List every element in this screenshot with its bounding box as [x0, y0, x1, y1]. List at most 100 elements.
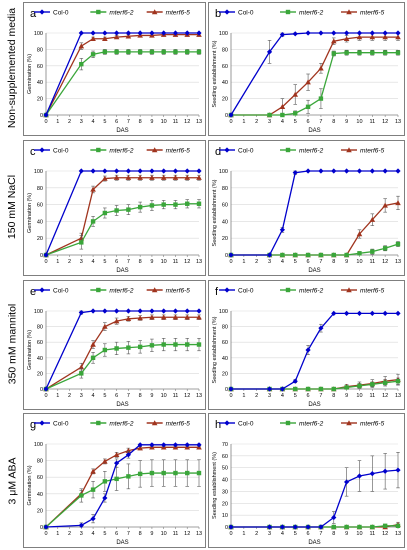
x-tick-label: 13	[395, 393, 401, 399]
x-tick-label: 3	[268, 531, 271, 537]
y-tick-label: 60	[37, 203, 43, 209]
data-point-mterf6-5	[125, 33, 132, 39]
data-point-Col-0	[266, 386, 273, 392]
data-point-Col-0	[114, 308, 120, 314]
data-point-Col-0	[196, 30, 202, 36]
y-tick-label: 40	[222, 80, 228, 86]
y-tick-label: 60	[37, 475, 43, 481]
data-point-mterf6-2	[305, 386, 311, 392]
data-point-mterf6-2	[331, 386, 336, 392]
data-point-Col-0	[331, 514, 337, 521]
x-tick-label: 12	[184, 259, 190, 265]
x-tick-label: 6	[307, 531, 310, 537]
x-tick-label: 1	[56, 119, 59, 125]
legend-label-Col-0: Col-0	[53, 288, 69, 295]
data-point-Col-0	[184, 30, 190, 36]
data-point-Col-0	[196, 168, 202, 174]
data-point-mterf6-2	[102, 210, 108, 216]
data-point-Col-0	[266, 49, 273, 55]
x-tick-label: 13	[395, 531, 401, 537]
legend-marker-Col-0	[39, 147, 45, 153]
x-tick-label: 2	[68, 393, 71, 399]
data-point-mterf6-2	[196, 201, 202, 206]
x-tick-label: 2	[255, 259, 258, 265]
x-tick-label: 1	[242, 259, 245, 265]
data-point-Col-0	[318, 524, 324, 530]
y-tick-label: 80	[37, 186, 43, 192]
data-point-Col-0	[331, 310, 337, 316]
panel-letter-g: g	[30, 419, 36, 431]
x-tick-label: 7	[319, 393, 322, 399]
data-point-Col-0	[344, 479, 350, 485]
data-point-mterf6-5	[184, 314, 191, 320]
x-tick-label: 0	[44, 119, 47, 125]
x-tick-label: 4	[92, 119, 95, 125]
legend-marker-Col-0	[224, 147, 230, 153]
row-label-aba: 3 μM ABA	[2, 412, 22, 550]
x-tick-label: 11	[173, 393, 179, 399]
y-tick-label: 80	[37, 325, 43, 331]
data-point-mterf6-5	[356, 34, 363, 40]
data-point-mterf6-5	[137, 445, 143, 451]
row-label-text: 3 μM ABA	[6, 457, 18, 505]
y-tick-label: 40	[37, 492, 43, 498]
data-point-Col-0	[184, 308, 190, 314]
panel-letter-b: b	[215, 8, 221, 20]
x-tick-label: 10	[356, 119, 362, 125]
y-tick-label: 80	[222, 325, 228, 331]
data-point-Col-0	[292, 170, 298, 176]
x-tick-label: 13	[196, 393, 202, 399]
x-tick-label: 12	[382, 393, 388, 399]
chart-panel-e: e Col-0 mterf6-2 mterf6-5 0 20 40 60 80 100 0 1 2 3 4 5…	[23, 280, 206, 410]
data-point-Col-0	[172, 308, 179, 314]
legend-marker-mterf6-5	[151, 420, 158, 426]
data-point-mterf6-2	[395, 379, 401, 384]
x-tick-label: 13	[196, 531, 202, 537]
y-tick-label: 60	[222, 454, 228, 460]
x-tick-label: 6	[115, 531, 118, 537]
series-line-Col-0	[45, 170, 199, 256]
data-point-mterf6-2	[161, 202, 166, 207]
data-point-mterf6-5	[160, 314, 167, 320]
data-point-mterf6-5	[279, 104, 286, 109]
data-point-mterf6-5	[160, 174, 167, 180]
data-point-mterf6-5	[102, 175, 108, 181]
x-tick-label: 0	[229, 531, 232, 537]
series-line-Col-0	[45, 444, 199, 528]
y-tick-label: 80	[222, 47, 228, 53]
data-point-mterf6-2	[357, 524, 362, 530]
data-point-mterf6-5	[102, 35, 108, 41]
data-point-mterf6-5	[113, 174, 120, 180]
data-point-mterf6-5	[356, 231, 363, 237]
y-tick-label: 80	[37, 47, 43, 53]
data-point-Col-0	[161, 30, 167, 36]
data-point-Col-0	[292, 524, 298, 530]
data-point-Col-0	[102, 30, 108, 36]
data-point-Col-0	[395, 168, 401, 174]
data-point-mterf6-2	[114, 208, 119, 213]
x-tick-label: 4	[281, 119, 284, 125]
data-point-mterf6-2	[331, 51, 336, 56]
y-tick-label: 80	[222, 186, 228, 192]
y-tick-label: 0	[225, 525, 228, 531]
x-tick-label: 8	[332, 259, 335, 265]
x-tick-label: 0	[44, 393, 47, 399]
data-point-mterf6-5	[305, 79, 311, 85]
data-point-mterf6-2	[395, 241, 401, 247]
legend-label-mterf6-2: mterf6-2	[109, 421, 134, 428]
x-tick-label: 3	[268, 259, 271, 265]
x-tick-label: 3	[268, 393, 271, 399]
x-tick-label: 8	[139, 393, 142, 399]
x-tick-label: 11	[173, 119, 179, 125]
data-point-mterf6-2	[79, 493, 84, 498]
data-point-Col-0	[149, 168, 155, 174]
x-tick-label: 6	[115, 393, 118, 399]
row-label-mannitol: 350 mM mannitol	[2, 278, 22, 410]
x-tick-label: 5	[103, 259, 106, 265]
x-axis-label: DAS	[308, 540, 320, 546]
data-point-mterf6-2	[126, 49, 131, 55]
data-point-Col-0	[102, 495, 108, 501]
panel-letter-d: d	[215, 146, 221, 158]
x-tick-label: 10	[161, 119, 167, 125]
y-tick-label: 100	[219, 309, 228, 315]
